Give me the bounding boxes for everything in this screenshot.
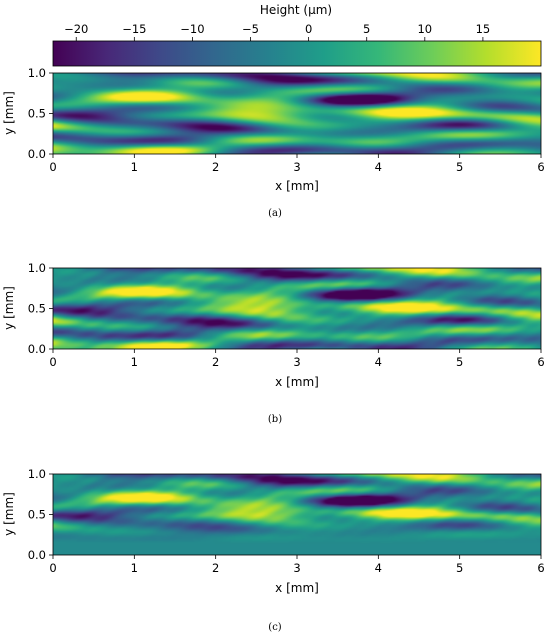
y-axis-label: y [mm]: [2, 286, 16, 330]
heatmap-image: [53, 268, 541, 349]
x-tick-label: 1: [131, 561, 138, 575]
heatmap-panel-c: 0 1 2 3 4 5 6 0.0 0.5 1.0 x [mm] y [mm] (c): [2, 467, 545, 633]
colorbar-tick-label: 0: [305, 22, 312, 36]
x-tick-label: 2: [212, 561, 219, 575]
colorbar-tick-label: −15: [122, 22, 146, 36]
x-axis-label: x [mm]: [275, 581, 319, 595]
x-tick-label: 3: [293, 160, 300, 174]
colorbar: Height (μm) −20 −15 −10 −5 0 5 10 15: [52, 3, 542, 67]
x-tick-label: 1: [131, 160, 138, 174]
panel-caption: (c): [268, 622, 282, 633]
heatmap-panel-a: 0 1 2 3 4 5 6 0.0 0.5 1.0 x [mm] y [mm] (a): [2, 66, 545, 219]
axis-ticks: 0 1 2 3 4 5 6 0.0 0.5 1.0: [28, 66, 545, 174]
x-tick-label: 4: [375, 355, 382, 369]
x-tick-label: 0: [49, 160, 56, 174]
colorbar-label: Height (μm): [260, 3, 332, 17]
y-tick-label: 0.0: [28, 342, 46, 356]
y-tick-label: 0.5: [28, 107, 46, 121]
y-axis-label: y [mm]: [2, 91, 16, 135]
colorbar-tick-label: 15: [476, 22, 491, 36]
x-axis-label: x [mm]: [275, 179, 319, 193]
x-tick-label: 6: [537, 160, 544, 174]
colorbar-tick-label: −10: [180, 22, 204, 36]
colorbar-tick-label: −5: [242, 22, 259, 36]
x-tick-label: 2: [212, 160, 219, 174]
panel-caption: (b): [268, 414, 282, 425]
x-tick-label: 1: [131, 355, 138, 369]
y-tick-label: 1.0: [28, 467, 46, 481]
colorbar-tick-label: 5: [363, 22, 370, 36]
x-tick-label: 6: [537, 561, 544, 575]
heatmap-panel-b: 0 1 2 3 4 5 6 0.0 0.5 1.0 x [mm] y [mm] (b): [2, 261, 545, 425]
y-tick-label: 0.0: [28, 548, 46, 562]
x-tick-label: 0: [49, 355, 56, 369]
x-tick-label: 0: [49, 561, 56, 575]
y-tick-label: 0.5: [28, 508, 46, 522]
colorbar-tick-label: −20: [64, 22, 88, 36]
heatmap-image: [53, 474, 541, 555]
y-tick-label: 1.0: [28, 66, 46, 80]
y-tick-label: 1.0: [28, 261, 46, 275]
colorbar-ticks: −20 −15 −10 −5 0 5 10 15: [64, 22, 490, 41]
axis-ticks: 0 1 2 3 4 5 6 0.0 0.5 1.0: [28, 467, 545, 575]
colorbar-gradient: [52, 40, 542, 67]
panel-caption: (a): [268, 208, 282, 219]
x-tick-label: 2: [212, 355, 219, 369]
colorbar-tick-label: 10: [417, 22, 432, 36]
x-tick-label: 4: [375, 561, 382, 575]
x-tick-label: 4: [375, 160, 382, 174]
x-tick-label: 6: [537, 355, 544, 369]
y-tick-label: 0.5: [28, 302, 46, 316]
x-tick-label: 5: [456, 355, 463, 369]
axis-ticks: 0 1 2 3 4 5 6 0.0 0.5 1.0: [28, 261, 545, 369]
y-axis-label: y [mm]: [2, 492, 16, 536]
x-tick-label: 5: [456, 160, 463, 174]
heatmap-image: [53, 73, 541, 154]
x-tick-label: 3: [293, 561, 300, 575]
x-axis-label: x [mm]: [275, 375, 319, 389]
x-tick-label: 5: [456, 561, 463, 575]
y-tick-label: 0.0: [28, 147, 46, 161]
x-tick-label: 3: [293, 355, 300, 369]
